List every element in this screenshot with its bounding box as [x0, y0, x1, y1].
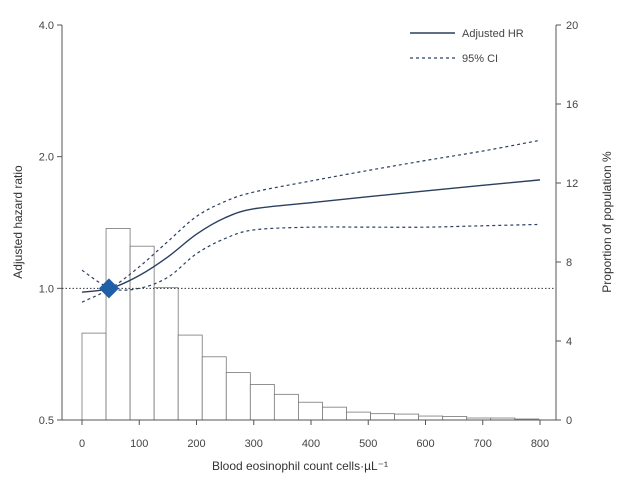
y-right-tick-label: 12: [566, 178, 578, 190]
histogram-bar: [418, 415, 444, 421]
y-left-tick-label: 4.0: [39, 20, 54, 32]
ci-lower-line: [81, 223, 541, 291]
y-right-tick-label: 8: [566, 257, 572, 269]
histogram-bar: [298, 401, 323, 421]
x-tick-label: 400: [302, 438, 320, 450]
histogram-bars: [81, 228, 540, 421]
y-left-tick-label: 0.5: [39, 415, 54, 427]
histogram-bar: [129, 245, 155, 421]
histogram-bar: [153, 287, 179, 421]
histogram-bar: [81, 332, 107, 421]
x-tick-label: 500: [359, 438, 377, 450]
y-right-axis-label: Proportion of population %: [600, 151, 614, 293]
ci-upper-line: [81, 139, 541, 303]
y-right-tick-label: 0: [566, 415, 572, 427]
legend-label-hr: Adjusted HR: [462, 28, 524, 40]
y-left-ticks: 0.5 1.0 2.0 4.0: [39, 20, 62, 427]
histogram-bar: [370, 413, 395, 421]
x-tick-label: 300: [245, 438, 263, 450]
y-right-tick-label: 20: [566, 20, 578, 32]
legend-label-ci: 95% CI: [462, 53, 498, 65]
reference-point-marker: [98, 278, 119, 299]
hr-line: [81, 179, 541, 293]
x-ticks: 0 100 200 300 400 500 600 700 800: [79, 420, 549, 450]
histogram-bar: [346, 411, 371, 421]
axes: [61, 25, 557, 421]
series-lines: [81, 139, 541, 303]
x-tick-label: 800: [531, 438, 549, 450]
x-axis-label: Blood eosinophil count cells·µL⁻¹: [212, 459, 388, 473]
histogram-bar: [249, 384, 275, 421]
histogram-bar: [177, 334, 203, 421]
histogram-bar: [273, 393, 299, 421]
histogram-bar: [322, 406, 347, 421]
x-tick-label: 600: [416, 438, 434, 450]
y-right-tick-label: 16: [566, 99, 578, 111]
histogram-bar: [442, 416, 468, 421]
histogram-bar: [105, 228, 131, 421]
y-right-ticks: 0 4 8 12 16 20: [556, 20, 578, 427]
y-left-tick-label: 1.0: [39, 283, 54, 295]
y-right-tick-label: 4: [566, 336, 572, 348]
histogram-bar: [201, 356, 227, 421]
y-left-axis-label: Adjusted hazard ratio: [11, 165, 25, 279]
legend: Adjusted HR 95% CI: [410, 28, 524, 65]
x-tick-label: 0: [79, 438, 85, 450]
x-tick-label: 200: [187, 438, 205, 450]
y-left-tick-label: 2.0: [39, 152, 54, 164]
x-tick-label: 700: [474, 438, 492, 450]
histogram-bar: [394, 413, 420, 421]
histogram-bar: [225, 372, 251, 421]
x-tick-label: 100: [130, 438, 148, 450]
